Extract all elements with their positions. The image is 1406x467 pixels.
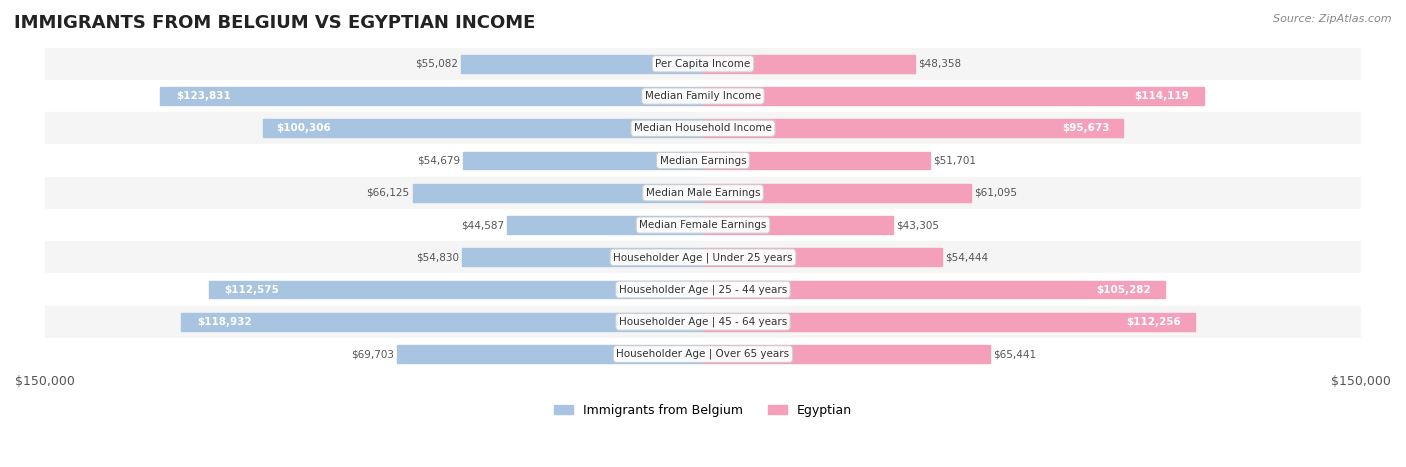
Bar — [45, 177, 1361, 209]
Text: Householder Age | Over 65 years: Householder Age | Over 65 years — [616, 349, 790, 359]
Bar — [703, 216, 893, 234]
Text: $43,305: $43,305 — [896, 220, 939, 230]
Bar — [413, 184, 703, 202]
Text: $123,831: $123,831 — [176, 91, 231, 101]
Bar — [160, 87, 703, 105]
Bar — [45, 144, 1361, 177]
Bar — [461, 55, 703, 73]
Text: Median Household Income: Median Household Income — [634, 123, 772, 133]
Bar — [703, 184, 972, 202]
Text: $61,095: $61,095 — [974, 188, 1018, 198]
Bar — [463, 152, 703, 170]
Bar — [703, 152, 929, 170]
Bar — [508, 216, 703, 234]
Bar — [45, 80, 1361, 112]
Bar — [703, 281, 1166, 298]
Text: $95,673: $95,673 — [1063, 123, 1111, 133]
Text: $112,256: $112,256 — [1126, 317, 1181, 327]
Bar — [181, 313, 703, 331]
Text: Median Family Income: Median Family Income — [645, 91, 761, 101]
Text: $55,082: $55,082 — [415, 59, 458, 69]
Bar — [45, 306, 1361, 338]
Bar — [45, 274, 1361, 306]
Text: $118,932: $118,932 — [197, 317, 252, 327]
Text: $51,701: $51,701 — [934, 156, 976, 166]
Text: $69,703: $69,703 — [352, 349, 394, 359]
Text: $100,306: $100,306 — [276, 123, 330, 133]
Bar — [45, 209, 1361, 241]
Text: $65,441: $65,441 — [994, 349, 1036, 359]
Bar — [398, 345, 703, 363]
Text: Median Earnings: Median Earnings — [659, 156, 747, 166]
Bar — [463, 248, 703, 266]
Text: IMMIGRANTS FROM BELGIUM VS EGYPTIAN INCOME: IMMIGRANTS FROM BELGIUM VS EGYPTIAN INCO… — [14, 14, 536, 32]
Text: $44,587: $44,587 — [461, 220, 505, 230]
Bar — [703, 248, 942, 266]
Text: $48,358: $48,358 — [918, 59, 962, 69]
Legend: Immigrants from Belgium, Egyptian: Immigrants from Belgium, Egyptian — [550, 399, 856, 422]
Text: Source: ZipAtlas.com: Source: ZipAtlas.com — [1274, 14, 1392, 24]
Text: $54,679: $54,679 — [416, 156, 460, 166]
Bar — [703, 345, 990, 363]
Bar — [703, 87, 1204, 105]
Text: Householder Age | 45 - 64 years: Householder Age | 45 - 64 years — [619, 317, 787, 327]
Text: Householder Age | 25 - 44 years: Householder Age | 25 - 44 years — [619, 284, 787, 295]
Bar — [45, 338, 1361, 370]
Text: Median Male Earnings: Median Male Earnings — [645, 188, 761, 198]
Text: $66,125: $66,125 — [367, 188, 409, 198]
Text: Per Capita Income: Per Capita Income — [655, 59, 751, 69]
Bar — [209, 281, 703, 298]
Bar — [703, 120, 1123, 137]
Text: Householder Age | Under 25 years: Householder Age | Under 25 years — [613, 252, 793, 262]
Bar — [263, 120, 703, 137]
Text: $114,119: $114,119 — [1133, 91, 1188, 101]
Text: $54,830: $54,830 — [416, 252, 460, 262]
Bar — [45, 48, 1361, 80]
Bar — [703, 55, 915, 73]
Bar — [45, 241, 1361, 274]
Text: $54,444: $54,444 — [945, 252, 988, 262]
Text: Median Female Earnings: Median Female Earnings — [640, 220, 766, 230]
Bar — [703, 313, 1195, 331]
Text: $105,282: $105,282 — [1097, 284, 1152, 295]
Text: $112,575: $112,575 — [224, 284, 278, 295]
Bar — [45, 112, 1361, 144]
